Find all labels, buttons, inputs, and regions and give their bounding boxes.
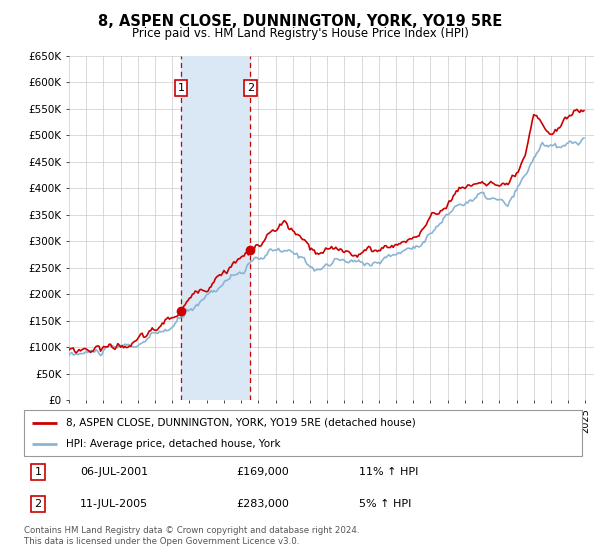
- Text: Contains HM Land Registry data © Crown copyright and database right 2024.
This d: Contains HM Land Registry data © Crown c…: [24, 526, 359, 546]
- Bar: [181, 56, 250, 400]
- Text: 1: 1: [178, 83, 185, 93]
- Text: 11-JUL-2005: 11-JUL-2005: [80, 500, 148, 509]
- Text: 5% ↑ HPI: 5% ↑ HPI: [359, 500, 411, 509]
- Text: 2: 2: [34, 500, 41, 509]
- Text: 1: 1: [34, 467, 41, 477]
- FancyBboxPatch shape: [24, 410, 582, 456]
- Text: Price paid vs. HM Land Registry's House Price Index (HPI): Price paid vs. HM Land Registry's House …: [131, 27, 469, 40]
- Text: 11% ↑ HPI: 11% ↑ HPI: [359, 467, 418, 477]
- Text: HPI: Average price, detached house, York: HPI: Average price, detached house, York: [66, 439, 280, 449]
- Text: 2: 2: [247, 83, 254, 93]
- Text: 8, ASPEN CLOSE, DUNNINGTON, YORK, YO19 5RE: 8, ASPEN CLOSE, DUNNINGTON, YORK, YO19 5…: [98, 14, 502, 29]
- Text: 06-JUL-2001: 06-JUL-2001: [80, 467, 148, 477]
- Text: £169,000: £169,000: [236, 467, 289, 477]
- Text: 8, ASPEN CLOSE, DUNNINGTON, YORK, YO19 5RE (detached house): 8, ASPEN CLOSE, DUNNINGTON, YORK, YO19 5…: [66, 418, 416, 428]
- Text: £283,000: £283,000: [236, 500, 289, 509]
